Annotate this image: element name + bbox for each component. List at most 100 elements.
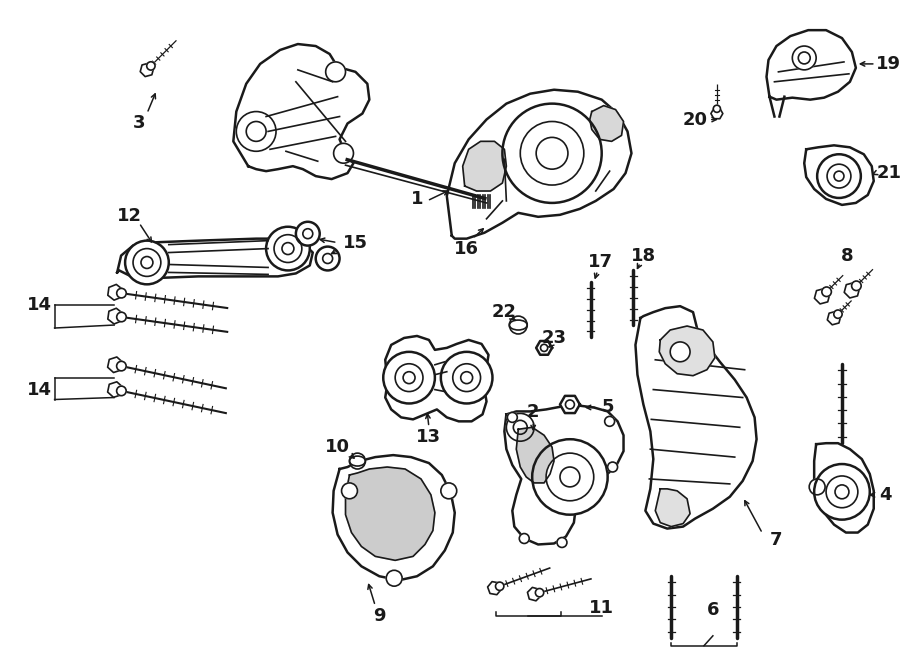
Text: 8: 8 xyxy=(841,247,853,264)
Polygon shape xyxy=(827,311,841,325)
Polygon shape xyxy=(635,306,757,529)
Polygon shape xyxy=(108,284,122,300)
Circle shape xyxy=(508,412,518,422)
Polygon shape xyxy=(655,489,690,527)
Text: 14: 14 xyxy=(27,296,52,314)
Polygon shape xyxy=(590,106,624,141)
Text: 7: 7 xyxy=(770,531,783,549)
Circle shape xyxy=(496,582,504,590)
Circle shape xyxy=(822,287,832,297)
Polygon shape xyxy=(333,455,454,580)
Polygon shape xyxy=(385,336,489,421)
Polygon shape xyxy=(805,145,874,205)
Polygon shape xyxy=(446,90,632,239)
Circle shape xyxy=(502,104,602,203)
Circle shape xyxy=(827,164,850,188)
Polygon shape xyxy=(767,30,856,100)
Circle shape xyxy=(817,154,860,198)
Polygon shape xyxy=(108,382,122,397)
Circle shape xyxy=(386,570,402,586)
Text: 12: 12 xyxy=(117,207,141,225)
Text: 16: 16 xyxy=(454,239,479,258)
Circle shape xyxy=(520,122,584,185)
Circle shape xyxy=(814,464,869,520)
Polygon shape xyxy=(504,405,624,545)
Circle shape xyxy=(441,483,456,499)
Text: 10: 10 xyxy=(325,438,350,456)
Circle shape xyxy=(532,439,608,515)
Text: 17: 17 xyxy=(589,253,613,272)
Circle shape xyxy=(266,227,310,270)
Circle shape xyxy=(296,222,320,246)
Text: 11: 11 xyxy=(590,599,614,617)
Circle shape xyxy=(519,533,529,543)
Circle shape xyxy=(117,362,126,371)
Circle shape xyxy=(342,483,357,499)
Text: 23: 23 xyxy=(542,329,566,347)
Text: 6: 6 xyxy=(706,601,719,619)
Circle shape xyxy=(509,316,527,334)
Polygon shape xyxy=(233,44,369,179)
Polygon shape xyxy=(536,341,552,355)
Circle shape xyxy=(507,413,535,441)
Polygon shape xyxy=(108,308,122,324)
Polygon shape xyxy=(844,283,860,298)
Polygon shape xyxy=(488,582,501,595)
Text: 3: 3 xyxy=(133,114,145,132)
Circle shape xyxy=(714,105,720,112)
Circle shape xyxy=(117,386,126,396)
Circle shape xyxy=(833,310,842,319)
Text: 5: 5 xyxy=(601,399,614,416)
Polygon shape xyxy=(108,357,122,373)
Circle shape xyxy=(670,342,690,362)
Circle shape xyxy=(117,312,126,322)
Polygon shape xyxy=(711,108,723,119)
Polygon shape xyxy=(814,289,830,304)
Polygon shape xyxy=(517,427,554,483)
Text: 2: 2 xyxy=(526,403,539,422)
Circle shape xyxy=(395,364,423,391)
Circle shape xyxy=(792,46,816,70)
Text: 13: 13 xyxy=(417,428,441,446)
Circle shape xyxy=(237,112,276,151)
Circle shape xyxy=(274,235,302,262)
Polygon shape xyxy=(660,326,715,375)
Polygon shape xyxy=(814,443,874,533)
Circle shape xyxy=(117,288,126,298)
Circle shape xyxy=(546,453,594,501)
Text: 14: 14 xyxy=(27,381,52,399)
Circle shape xyxy=(147,61,155,70)
Circle shape xyxy=(557,537,567,547)
Circle shape xyxy=(851,281,861,291)
Polygon shape xyxy=(463,141,507,191)
Polygon shape xyxy=(346,467,435,561)
Polygon shape xyxy=(527,588,541,601)
Circle shape xyxy=(441,352,492,403)
Circle shape xyxy=(605,416,615,426)
Polygon shape xyxy=(560,396,580,413)
Polygon shape xyxy=(140,63,154,77)
Bar xyxy=(806,268,887,340)
Circle shape xyxy=(608,462,617,472)
Circle shape xyxy=(453,364,481,391)
Text: 20: 20 xyxy=(682,110,707,128)
Text: 19: 19 xyxy=(876,55,900,73)
Text: 9: 9 xyxy=(373,607,385,625)
Circle shape xyxy=(826,476,858,508)
Circle shape xyxy=(125,241,169,284)
Circle shape xyxy=(809,479,825,495)
Circle shape xyxy=(326,62,346,82)
Circle shape xyxy=(133,249,161,276)
Text: 18: 18 xyxy=(631,247,656,264)
Text: 1: 1 xyxy=(410,190,423,208)
Text: 15: 15 xyxy=(343,233,368,252)
Circle shape xyxy=(349,453,365,469)
Circle shape xyxy=(536,588,544,597)
Circle shape xyxy=(334,143,354,163)
Text: 22: 22 xyxy=(492,303,517,321)
Polygon shape xyxy=(117,239,313,278)
Text: 4: 4 xyxy=(879,486,892,504)
Circle shape xyxy=(383,352,435,403)
Circle shape xyxy=(316,247,339,270)
Text: 21: 21 xyxy=(876,164,900,182)
